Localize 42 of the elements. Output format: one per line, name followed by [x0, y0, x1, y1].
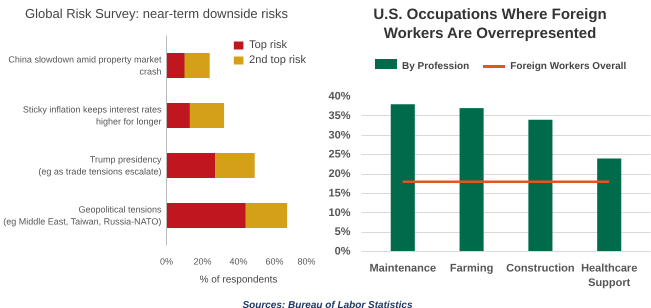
chart-title: Global Risk Survey: near-term downside risks: [24, 5, 288, 23]
y-tick-label: 40%: [328, 90, 351, 102]
bar: [166, 103, 190, 128]
source-note: Sources: Bureau of Labor Statistics: [241, 299, 414, 308]
bar: [166, 203, 246, 228]
legend-label: Top risk: [249, 39, 288, 51]
x-tick-label: 80%: [297, 256, 316, 266]
x-tick-label: 40%: [229, 256, 248, 266]
y-tick-label: 30%: [328, 129, 351, 142]
y-tick-label: 10%: [328, 206, 351, 219]
x-tick-label: Healthcare Support: [581, 262, 638, 289]
x-tick-label: 60%: [265, 256, 284, 266]
y-tick-label: 25%: [328, 148, 351, 161]
y-tick-label: 35%: [328, 110, 351, 122]
x-tick-label: Maintenance: [369, 262, 436, 274]
bar: [184, 53, 210, 78]
bar: [215, 153, 255, 178]
x-tick-label: 0%: [160, 256, 174, 266]
bar: [597, 158, 622, 252]
legend-label: By Profession: [401, 61, 470, 72]
bar: [190, 103, 224, 128]
bar: [166, 153, 216, 178]
y-tick-label: China slowdown amid property market crash: [8, 54, 162, 76]
bar: [246, 203, 288, 228]
x-axis-title: % of respondents: [200, 274, 278, 286]
y-tick-label: 15%: [328, 187, 351, 200]
legend-label: Foreign Workers Overall: [509, 61, 626, 72]
y-tick-label: 20%: [328, 168, 351, 180]
legend-label: 2nd top risk: [249, 54, 306, 66]
bar: [166, 53, 184, 78]
y-tick-label: Geopolitical tensions (eg Middle East, Taiwan, Russia-NATO): [3, 204, 162, 226]
y-tick-label: 5%: [334, 226, 351, 238]
y-tick-label: Trump presidency (eg as trade tensions escalate): [38, 154, 162, 176]
bar: [390, 104, 415, 252]
y-tick-label: Sticky inflation keeps interest rates higher for longer: [22, 104, 162, 126]
chart-title: U.S. Occupations Where Foreign Workers Are Overrepresented: [372, 5, 608, 43]
bar: [460, 108, 484, 252]
y-tick-label: 0%: [334, 246, 351, 258]
bar: [528, 120, 552, 252]
x-tick-label: Construction: [506, 262, 575, 274]
x-tick-label: 20%: [193, 256, 212, 266]
x-tick-label: Farming: [450, 262, 494, 274]
